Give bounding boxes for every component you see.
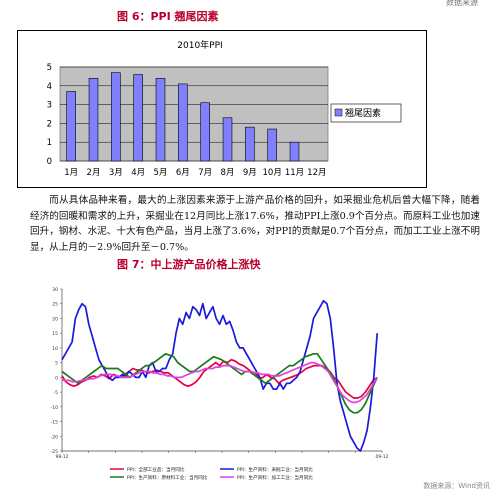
bar-x-tick-label: 4月 xyxy=(131,168,145,178)
bar-x-tick-label: 9月 xyxy=(243,168,257,178)
line-y-tick-label: -5 xyxy=(54,390,59,396)
line-y-tick-label: 10 xyxy=(52,346,58,352)
line-y-tick-label: 25 xyxy=(52,302,58,308)
bar-y-tick-label: 4 xyxy=(47,82,52,92)
data-source-watermark: 数据来源：Wind资讯 xyxy=(423,482,490,490)
bar-y-tick-label: 0 xyxy=(47,157,52,167)
line-x-tick-label: 98-12 xyxy=(55,454,68,460)
bar-x-tick-label: 8月 xyxy=(221,168,235,178)
line-y-tick-label: 30 xyxy=(52,287,58,293)
line-series xyxy=(62,361,378,404)
bar-x-tick-label: 12月 xyxy=(307,168,326,178)
bar-x-tick-label: 6月 xyxy=(176,168,190,178)
line-y-tick-label: -25 xyxy=(51,449,58,455)
bar-x-tick-label: 1月 xyxy=(64,168,78,178)
figure7-caption: 图 7：中上游产品价格上涨快 xyxy=(117,258,261,271)
bar-y-tick-label: 1 xyxy=(47,138,52,148)
bar-x-tick-label: 2月 xyxy=(87,168,101,178)
bar-legend-label: 翘尾因素 xyxy=(345,107,381,119)
bar-chart-title: 2010年PPI xyxy=(177,39,222,51)
line-y-tick-label: 5 xyxy=(55,361,58,367)
bar-x-tick-label: 5月 xyxy=(154,168,168,178)
line-x-tick-label: 09-12 xyxy=(375,454,388,460)
bar-y-tick-label: 5 xyxy=(47,63,52,73)
bar xyxy=(200,102,210,162)
line-y-tick-label: 15 xyxy=(52,331,58,337)
bar xyxy=(267,128,277,162)
bar xyxy=(133,74,143,162)
line-series xyxy=(61,299,379,452)
bar xyxy=(111,72,121,162)
bar-x-tick-label: 7月 xyxy=(198,168,212,178)
bar xyxy=(222,117,233,162)
bar-legend-swatch xyxy=(334,108,343,117)
figure6-caption: 图 6：PPI 翘尾因素 xyxy=(117,10,219,23)
bar xyxy=(88,77,99,162)
bar-x-tick-label: 10月 xyxy=(263,168,282,178)
bar-legend-box xyxy=(330,103,402,123)
line-legend-label: PPI：生产资料：原材料工业：当月同比 xyxy=(127,474,208,481)
line-y-tick-label: 0 xyxy=(55,375,58,381)
bar-y-tick-label: 2 xyxy=(47,119,52,129)
bar-plot-area xyxy=(59,66,329,162)
line-legend-label: PPI：生产资料：加工工业：当月同比 xyxy=(237,474,313,481)
bar xyxy=(155,77,166,162)
line-y-tick-label: -15 xyxy=(51,420,58,426)
line-y-tick-label: -20 xyxy=(51,434,58,440)
page-header-corner: 数据来源 xyxy=(446,0,478,7)
bar xyxy=(66,91,76,162)
bar xyxy=(289,141,300,162)
line-series xyxy=(61,358,378,399)
line-series xyxy=(61,352,378,414)
bar xyxy=(245,126,255,162)
line-legend-label: PPI：生产资料：采掘工业：当月同比 xyxy=(237,466,313,473)
body-paragraph: 而从具体品种来看，最大的上涨因素来源于上游产品价格的回升，如采掘业危机后曾大幅下… xyxy=(30,195,480,253)
line-y-tick-label: -10 xyxy=(51,405,58,411)
bar-y-tick-label: 3 xyxy=(47,101,52,111)
line-y-tick-label: 20 xyxy=(52,316,58,322)
line-legend-label: PPI：全部工业品：当月同比 xyxy=(127,466,185,473)
bar-x-tick-label: 11月 xyxy=(285,168,304,178)
bar-chart: 2010年PPI 0 1 2 3 4 5 1月 2月 3月 4月 5月 6月 7月 8月 9月 10月 11月 1… xyxy=(17,30,427,188)
bar-x-tick-label: 3月 xyxy=(109,168,123,178)
bar xyxy=(178,83,188,162)
